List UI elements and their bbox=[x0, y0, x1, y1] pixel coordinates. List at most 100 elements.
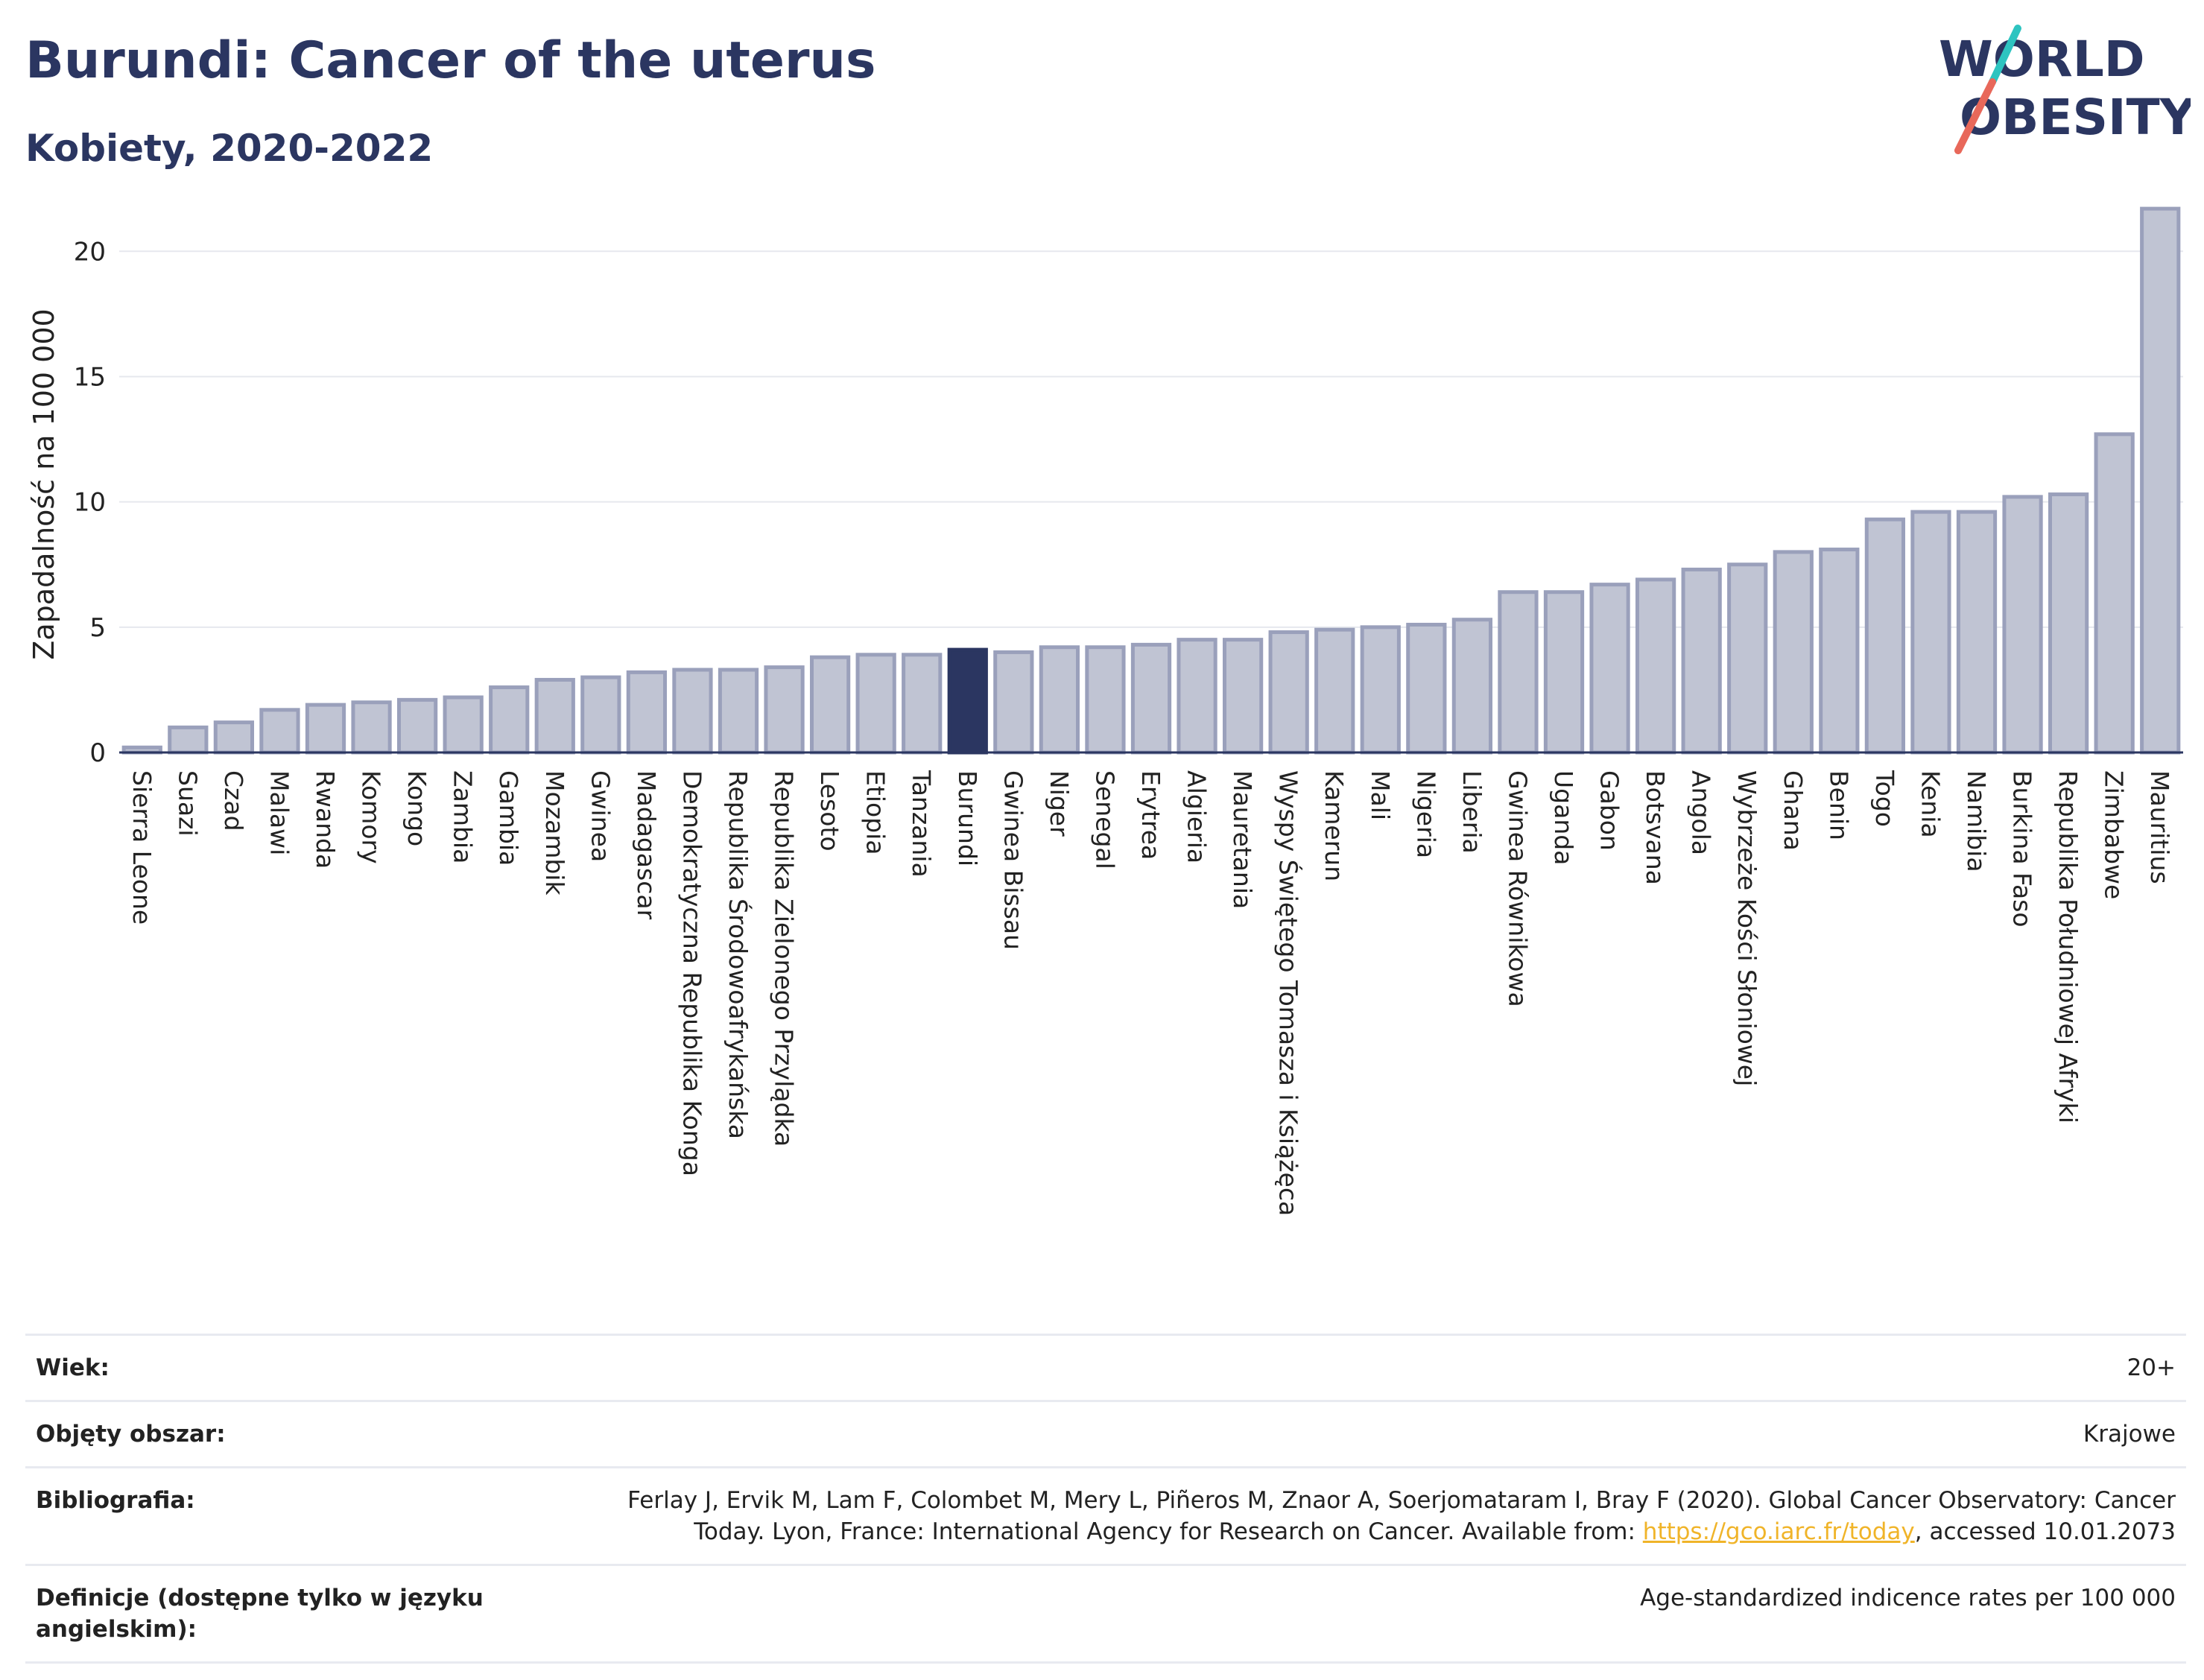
bar bbox=[1910, 510, 1951, 755]
info-table: Wiek: 20+ Objęty obszar: Krajowe Bibliog… bbox=[25, 1334, 2186, 1664]
y-tick-label: 15 bbox=[74, 362, 106, 392]
bar bbox=[1085, 645, 1126, 755]
x-tick-label: Gwinea Równikowa bbox=[1503, 770, 1532, 1007]
x-tick-label: Rwanda bbox=[311, 770, 340, 869]
bar bbox=[2094, 432, 2135, 755]
x-tick-label: Angola bbox=[1687, 770, 1716, 855]
chart-title: Burundi: Cancer of the uterus bbox=[25, 31, 876, 90]
info-value-bibliography: Ferlay J, Ervik M, Lam F, Colombet M, Me… bbox=[574, 1485, 2176, 1547]
bar bbox=[1177, 638, 1217, 755]
bar bbox=[672, 668, 713, 755]
info-label-bibliography: Bibliografia: bbox=[36, 1487, 195, 1514]
info-value-area: Krajowe bbox=[2083, 1421, 2176, 1448]
bar bbox=[2002, 495, 2043, 755]
world-obesity-logo: WORLD OBESITY bbox=[1939, 25, 2191, 154]
x-tick-label: Kenia bbox=[1916, 770, 1945, 838]
x-tick-label: Malawi bbox=[265, 770, 294, 855]
x-tick-label: Zimbabwe bbox=[2100, 770, 2129, 899]
bar bbox=[626, 670, 668, 755]
x-tick-label: Kamerun bbox=[1320, 770, 1349, 881]
y-axis-label: Zapadalność na 100 000 bbox=[28, 308, 60, 659]
bar bbox=[1819, 548, 1860, 755]
bar bbox=[1681, 567, 1722, 755]
bar bbox=[305, 703, 346, 755]
bar bbox=[1635, 577, 1676, 755]
bar-chart: 0 5 10 15 20 Sierra Leone Suazi Czad Malawi Rwan… bbox=[28, 206, 2183, 1216]
info-value-age: 20+ bbox=[2127, 1354, 2176, 1381]
x-tick-label: Wyspy Świętego Tomasza i Książęca bbox=[1274, 770, 1304, 1216]
logo-text-world: WORLD bbox=[1939, 31, 2145, 88]
bar bbox=[580, 675, 621, 755]
bar bbox=[1222, 638, 1264, 755]
bar bbox=[993, 650, 1034, 755]
bar bbox=[1543, 590, 1585, 755]
x-tick-label: Botsvana bbox=[1641, 770, 1670, 885]
x-tick-label: Republika Środowoafrykańska bbox=[723, 770, 753, 1139]
x-tick-label: Liberia bbox=[1457, 770, 1486, 854]
bar bbox=[1360, 625, 1401, 755]
x-tick-label: Wybrzeże Kości Słoniowej bbox=[1732, 770, 1761, 1086]
x-tick-label: Erytrea bbox=[1136, 770, 1165, 860]
x-tick-labels: Sierra Leone Suazi Czad Malawi Rwanda Komory K… bbox=[127, 770, 2174, 1216]
x-tick-label: Mauritius bbox=[2145, 770, 2174, 884]
bar bbox=[809, 655, 851, 755]
y-tick-label: 0 bbox=[89, 738, 106, 768]
x-tick-label: Gabon bbox=[1595, 770, 1624, 851]
bars bbox=[121, 206, 2181, 755]
x-tick-label: Demokratyczna Republika Konga bbox=[677, 770, 706, 1176]
x-tick-label: Mozambik bbox=[540, 770, 569, 896]
info-label-area: Objęty obszar: bbox=[36, 1421, 226, 1448]
bibliography-link[interactable]: https://gco.iarc.fr/today bbox=[1642, 1518, 1915, 1545]
y-tick-label: 10 bbox=[74, 488, 106, 518]
x-tick-label: Madagascar bbox=[632, 770, 661, 920]
logo-slash-teal bbox=[1989, 25, 2021, 86]
x-tick-label: Niger bbox=[1045, 770, 1074, 837]
bar bbox=[1773, 550, 1814, 755]
bar bbox=[1268, 630, 1309, 755]
x-tick-label: Republika Zielonego Przylądka bbox=[770, 770, 799, 1147]
bar bbox=[259, 708, 300, 755]
logo-text-obesity: OBESITY bbox=[1960, 89, 2191, 146]
x-tick-label: Burundi bbox=[953, 770, 982, 866]
bar bbox=[1956, 510, 1998, 755]
bar bbox=[718, 668, 759, 755]
bar bbox=[902, 653, 943, 755]
x-tick-label: Senegal bbox=[1090, 770, 1119, 869]
bar bbox=[2048, 492, 2089, 755]
x-tick-label: Republika Południowej Afryki bbox=[2053, 770, 2083, 1123]
bar bbox=[1314, 627, 1355, 755]
x-tick-label: Czad bbox=[219, 770, 248, 831]
bar bbox=[1451, 618, 1493, 755]
bar bbox=[855, 653, 896, 755]
x-tick-label: Suazi bbox=[173, 770, 202, 837]
x-tick-label: Nigeria bbox=[1411, 770, 1440, 858]
bar bbox=[1130, 642, 1172, 755]
bar bbox=[396, 697, 438, 755]
bar bbox=[534, 677, 575, 755]
chart-subtitle: Kobiety, 2020-2022 bbox=[25, 127, 434, 170]
x-tick-label: Namibia bbox=[1962, 770, 1991, 872]
x-tick-label: Etiopia bbox=[861, 770, 890, 855]
bar bbox=[1864, 517, 1906, 755]
axes: 0 5 10 15 20 bbox=[74, 237, 2183, 768]
bar bbox=[1039, 645, 1080, 755]
bar bbox=[1727, 562, 1768, 755]
x-tick-label: Komory bbox=[357, 770, 386, 864]
bar bbox=[489, 685, 530, 755]
info-label-definitions: Definicje (dostępne tylko w języku angie… bbox=[36, 1585, 484, 1643]
x-tick-label: Ghana bbox=[1779, 770, 1808, 851]
bar bbox=[2140, 206, 2181, 755]
bar-highlighted bbox=[947, 647, 988, 755]
bar bbox=[443, 695, 484, 755]
x-tick-label: Zambia bbox=[449, 770, 478, 863]
x-tick-label: Gambia bbox=[494, 770, 523, 866]
bar bbox=[1498, 590, 1539, 755]
info-row-age: Wiek: 20+ bbox=[25, 1334, 2186, 1400]
bar bbox=[168, 725, 209, 755]
y-tick-label: 20 bbox=[74, 237, 106, 267]
x-tick-label: Mali bbox=[1366, 770, 1395, 820]
x-tick-label: Tanzania bbox=[907, 770, 936, 878]
x-tick-label: Benin bbox=[1824, 770, 1853, 840]
info-row-area: Objęty obszar: Krajowe bbox=[25, 1400, 2186, 1466]
bibliography-text: Ferlay J, Ervik M, Lam F, Colombet M, Me… bbox=[627, 1487, 2176, 1545]
